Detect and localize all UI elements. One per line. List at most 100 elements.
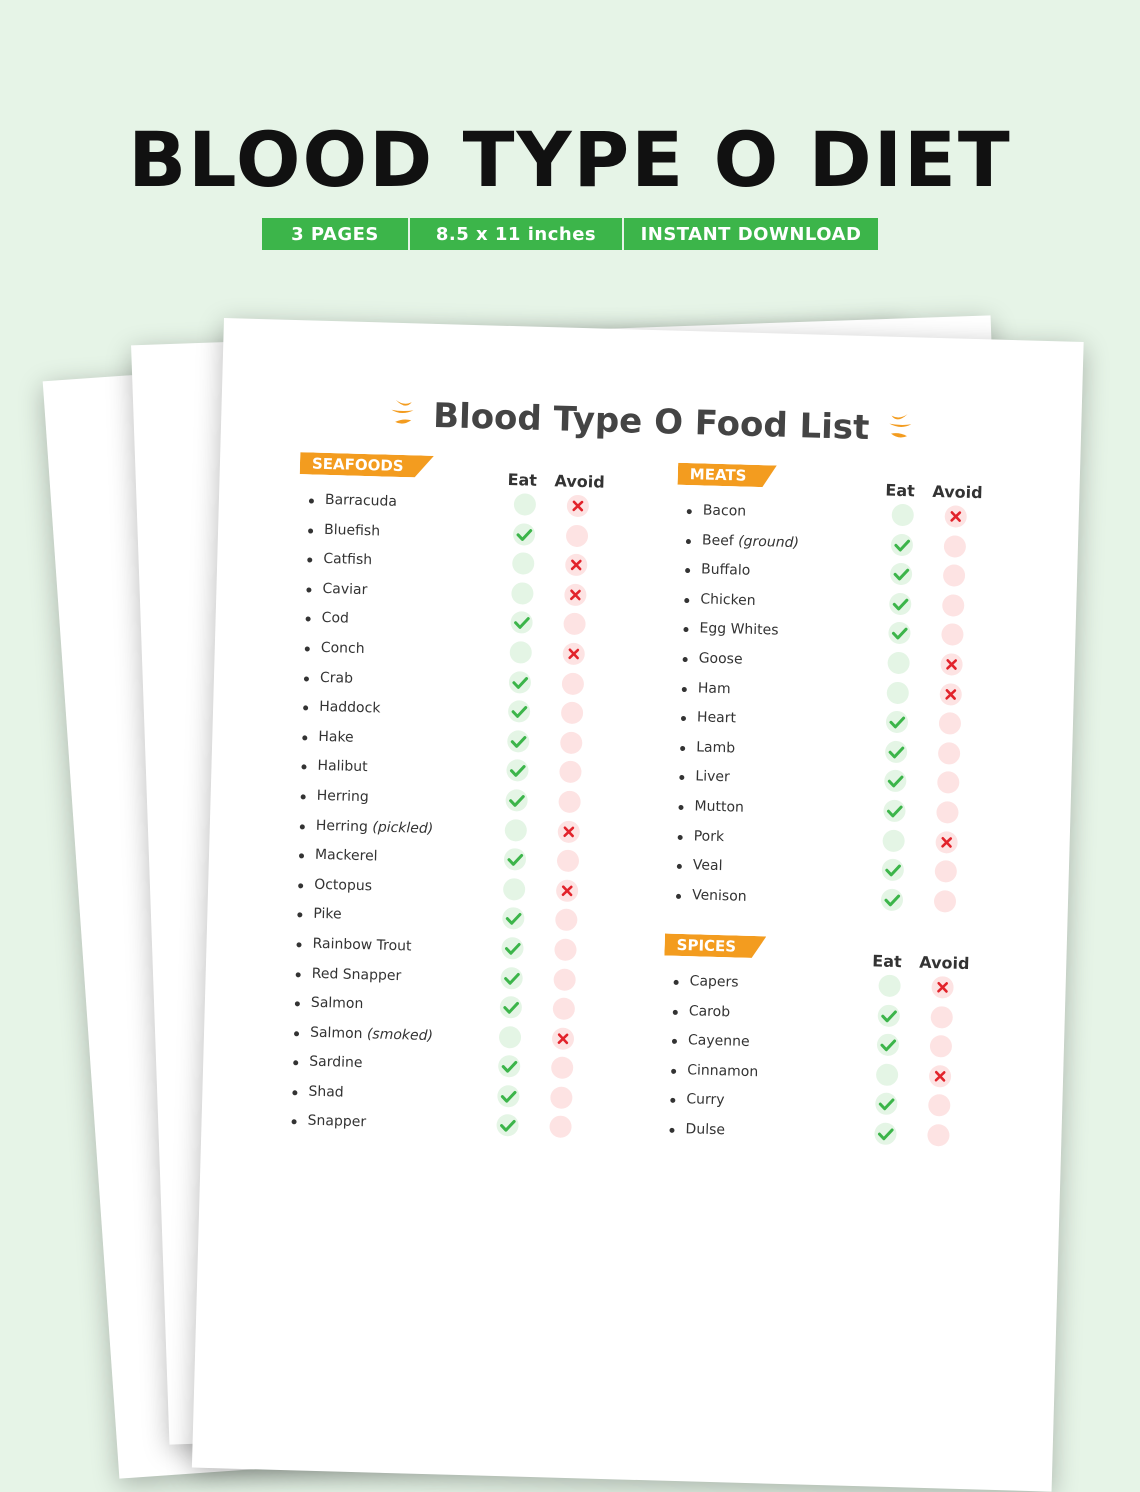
food-item: Beef (ground) [676, 526, 1007, 565]
food-item: Snapper [281, 1107, 612, 1146]
food-list: Bacon Beef (ground) Buffalo Chicken Egg Whit… [666, 497, 1007, 920]
bullet-icon [685, 538, 692, 544]
avoid-empty-circle [556, 849, 580, 873]
bullet-icon [684, 597, 690, 603]
bullet-icon [301, 764, 307, 770]
bullet-icon [304, 646, 310, 652]
food-item: Lamb [670, 733, 1001, 772]
food-name: Octopus [314, 876, 372, 894]
food-name: Heart [697, 710, 736, 727]
eat-check-icon [497, 1055, 521, 1078]
bullet-icon [294, 1001, 300, 1007]
bullet-icon [686, 508, 692, 515]
food-item: Herring (pickled) [289, 812, 620, 851]
food-name-text: Rainbow Trout [312, 935, 412, 955]
food-item: Egg Whites [673, 615, 1004, 654]
avoid-empty-circle [549, 1115, 572, 1139]
eat-check-icon [508, 670, 532, 694]
eat-empty-circle [498, 1025, 522, 1049]
avoid-empty-circle [934, 860, 958, 883]
food-item: Chicken [674, 585, 1005, 624]
food-name-text: Cod [321, 610, 350, 627]
food-name: Capers [689, 973, 738, 990]
food-item: Buffalo [675, 556, 1006, 595]
bullet-icon [670, 1098, 676, 1104]
food-name-text: Haddock [318, 698, 381, 717]
avoid-empty-circle [941, 623, 964, 647]
eat-empty-circle [511, 552, 535, 575]
food-name-text: Dulse [685, 1121, 726, 1139]
food-name-text: Heart [696, 709, 737, 727]
food-name-text: Chicken [700, 591, 756, 609]
eat-check-icon [883, 799, 906, 823]
food-name-text: Capers [689, 973, 739, 991]
eat-empty-circle [891, 503, 915, 527]
avoid-cross-icon [935, 830, 958, 854]
food-item: Herring [290, 782, 621, 821]
section-label-seafoods: SEAFOODS [300, 452, 434, 478]
food-name: Catfish [323, 551, 372, 568]
info-size: 8.5 x 11 inches [408, 218, 622, 250]
food-name-text: Halibut [317, 758, 368, 776]
document-title: Blood Type O Food List [221, 390, 1082, 456]
eat-empty-circle [875, 1063, 899, 1086]
eat-check-icon [497, 1084, 520, 1108]
bullet-icon [685, 568, 691, 574]
food-name: Haddock [319, 699, 381, 717]
eat-empty-circle [504, 818, 528, 842]
avoid-empty-circle [552, 997, 576, 1021]
food-name-text: Beef [701, 532, 734, 549]
bullet-icon [302, 735, 308, 741]
avoid-empty-circle [558, 790, 581, 814]
food-item: Pike [287, 900, 618, 939]
bullet-icon [677, 834, 683, 840]
food-item: Mackerel [289, 841, 620, 880]
bullet-icon [678, 804, 684, 810]
eat-check-icon [501, 936, 524, 960]
eat-check-icon [500, 966, 523, 990]
food-name: Mackerel [315, 847, 378, 865]
food-list: Barracuda Bluefish Catfish Caviar Cod Conch Cr… [281, 486, 629, 1146]
food-item: Salmon (smoked) [284, 1019, 615, 1058]
bullet-icon [680, 716, 687, 722]
food-name: Cod [321, 610, 349, 627]
food-name: Bacon [703, 502, 747, 519]
bullet-icon [291, 1119, 297, 1125]
avoid-empty-circle [554, 938, 577, 961]
bullet-icon [671, 1068, 677, 1074]
eat-check-icon [506, 759, 529, 783]
food-name: Shad [308, 1084, 344, 1101]
food-name-text: Octopus [313, 876, 373, 895]
eat-check-icon [874, 1122, 897, 1146]
avoid-empty-circle [555, 908, 578, 932]
food-name-text: Bacon [702, 502, 747, 520]
avoid-empty-circle [550, 1056, 574, 1080]
food-name-text: Hake [318, 728, 354, 746]
main-title: BLOOD TYPE O DIET [128, 115, 1012, 204]
info-pages: 3 PAGES [291, 223, 379, 245]
bullet-icon [305, 616, 311, 622]
bullet-icon [293, 1030, 300, 1037]
eat-empty-circle [882, 829, 905, 852]
eat-check-icon [512, 522, 536, 546]
bullet-icon [306, 587, 312, 593]
eat-empty-circle [502, 877, 526, 901]
food-item: Bacon [676, 497, 1007, 536]
food-name-text: Sardine [309, 1053, 363, 1072]
food-name: Carob [689, 1003, 731, 1020]
food-name: Beef (ground) [702, 532, 799, 551]
eat-header: Eat [872, 951, 902, 972]
bullet-icon [673, 979, 679, 985]
eat-empty-circle [511, 581, 534, 605]
food-name-text: Mackerel [314, 846, 378, 865]
bullet-icon [681, 686, 687, 692]
eat-check-icon [888, 592, 912, 616]
avoid-empty-circle [929, 1035, 953, 1058]
eat-empty-circle [509, 641, 533, 664]
food-name: Red Snapper [312, 965, 402, 983]
bullet-icon [303, 705, 309, 711]
bullet-icon [298, 853, 305, 859]
food-name-text: Crab [319, 669, 354, 687]
bullet-icon [672, 1009, 678, 1015]
food-name-text: Goose [698, 650, 743, 668]
